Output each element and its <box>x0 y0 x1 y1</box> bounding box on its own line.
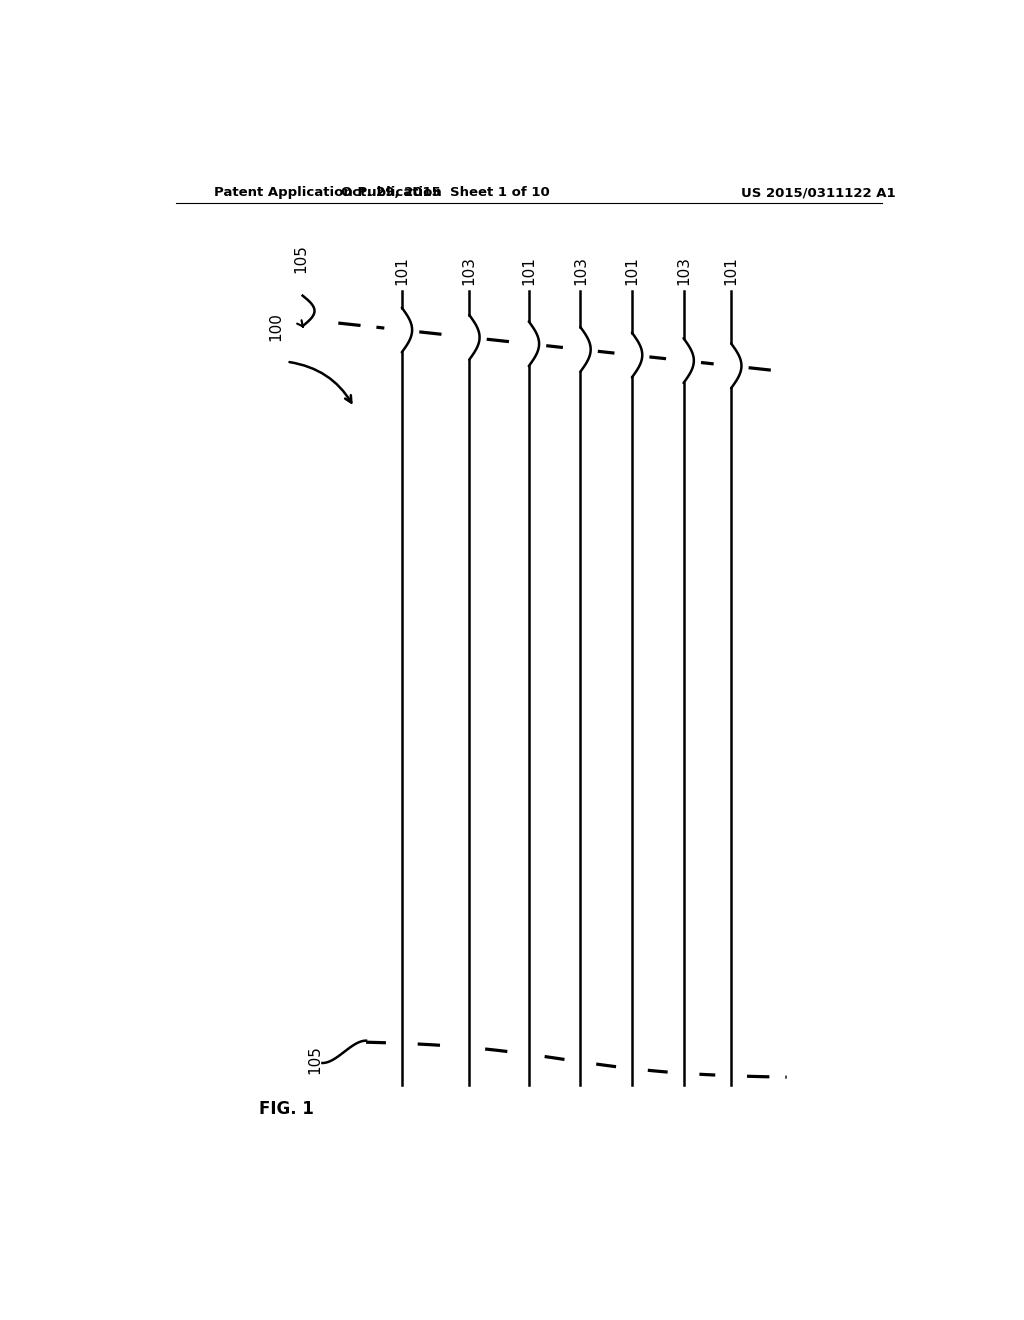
Text: 101: 101 <box>521 256 537 285</box>
Text: 101: 101 <box>625 256 639 285</box>
Text: 100: 100 <box>268 313 283 342</box>
Text: FIG. 1: FIG. 1 <box>259 1100 313 1118</box>
Text: 103: 103 <box>572 256 588 285</box>
Text: US 2015/0311122 A1: US 2015/0311122 A1 <box>741 186 896 199</box>
Text: 101: 101 <box>724 256 738 285</box>
Text: 103: 103 <box>676 256 691 285</box>
Text: 101: 101 <box>394 256 410 285</box>
Text: Oct. 29, 2015  Sheet 1 of 10: Oct. 29, 2015 Sheet 1 of 10 <box>341 186 550 199</box>
Text: 105: 105 <box>294 244 308 273</box>
Text: 103: 103 <box>462 256 477 285</box>
Text: Patent Application Publication: Patent Application Publication <box>214 186 441 199</box>
Text: 105: 105 <box>308 1045 323 1074</box>
